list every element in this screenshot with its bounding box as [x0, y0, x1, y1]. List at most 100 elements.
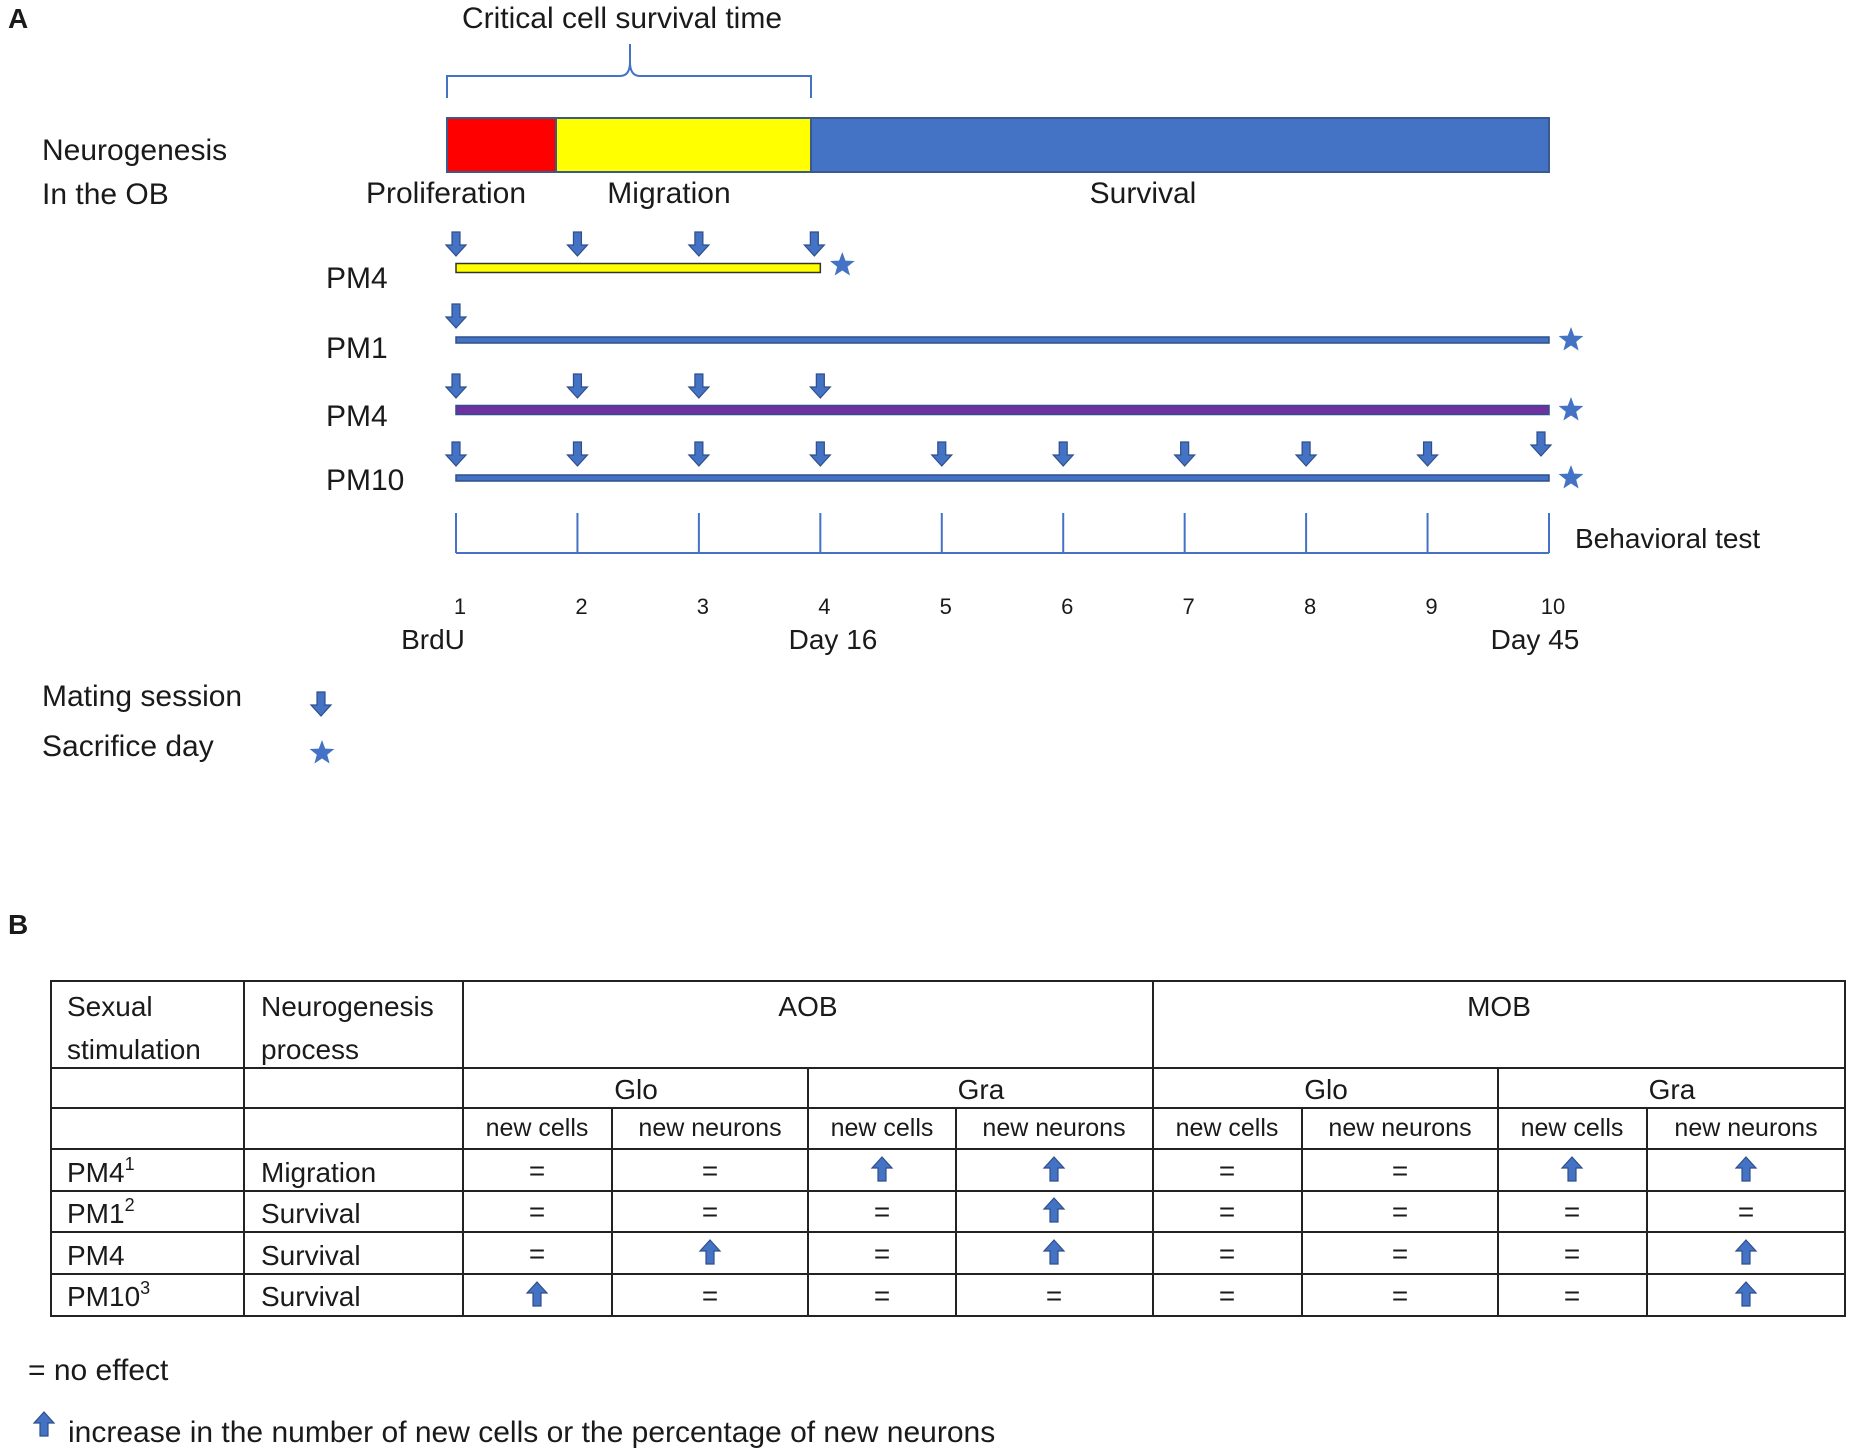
subheader-new-cells: new cells — [831, 1114, 934, 1142]
header-sexual-stimulation-1: Sexual — [67, 991, 153, 1022]
effects-table: Sexual stimulation Neurogenesis process … — [50, 980, 1846, 1317]
increase-arrow-icon — [525, 1281, 549, 1307]
mating-arrow-icon — [808, 373, 832, 399]
no-effect-sign: = — [702, 1196, 718, 1227]
subheader-new-cells: new cells — [1176, 1114, 1279, 1142]
increase-arrow-icon — [698, 1239, 722, 1265]
sacrifice-star-icon — [1558, 465, 1584, 489]
critical-time-bracket — [446, 44, 812, 98]
group-label-pm4-a: PM4 — [326, 262, 388, 295]
axis-tick-label: 2 — [575, 594, 587, 619]
header-mob-glo: Glo — [1304, 1074, 1348, 1105]
axis-tick-label: 4 — [818, 594, 830, 619]
row-group-pm4-survival: PM4 — [67, 1240, 125, 1271]
no-effect-sign: = — [874, 1280, 890, 1311]
mating-arrow-icon — [444, 373, 468, 399]
mating-arrow-icon — [1529, 431, 1553, 457]
no-effect-sign: = — [1564, 1196, 1580, 1227]
legend-increase: increase in the number of new cells or t… — [68, 1416, 995, 1449]
header-mob: MOB — [1467, 991, 1531, 1022]
sacrifice-star-icon — [1558, 327, 1584, 351]
increase-arrow-icon — [1734, 1281, 1758, 1307]
row-group-pm4-migration: PM41 — [67, 1154, 135, 1188]
timeline-line — [455, 474, 1550, 482]
row-group-name: PM1 — [67, 1198, 125, 1229]
no-effect-sign: = — [1219, 1196, 1235, 1227]
mating-arrow-icon — [687, 231, 711, 257]
row-group-pm1: PM12 — [67, 1195, 135, 1229]
no-effect-sign: = — [1392, 1155, 1408, 1186]
mating-arrow-icon — [444, 441, 468, 467]
row-group-footnote: 3 — [140, 1278, 150, 1298]
sacrifice-star-icon — [830, 252, 855, 276]
mating-arrow-icon — [930, 441, 954, 467]
phase-bar-survival — [810, 117, 1550, 173]
legend-mating-label: Mating session — [42, 680, 242, 713]
no-effect-sign: = — [1564, 1280, 1580, 1311]
no-effect-sign: = — [1219, 1238, 1235, 1269]
axis-tick-label: 8 — [1304, 594, 1316, 619]
phase-label-proliferation: Proliferation — [366, 177, 526, 210]
row-group-name: PM4 — [67, 1157, 125, 1188]
table-grid — [50, 980, 1846, 1317]
subheader-new-neurons: new neurons — [982, 1114, 1125, 1142]
mating-arrow-icon — [687, 441, 711, 467]
row-group-name: PM4 — [67, 1240, 125, 1271]
timeline-line — [455, 404, 1550, 416]
no-effect-sign: = — [702, 1280, 718, 1311]
increase-arrow-icon — [1042, 1197, 1066, 1223]
mating-arrow-icon — [1294, 441, 1318, 467]
mating-arrow-icon — [808, 441, 832, 467]
no-effect-sign: = — [1738, 1196, 1754, 1227]
row-process: Survival — [261, 1240, 361, 1271]
legend-increase-icon — [32, 1411, 56, 1437]
phase-bar-proliferation — [446, 117, 557, 173]
mating-arrow-icon — [444, 303, 468, 329]
axis-tick-label: 5 — [940, 594, 952, 619]
mating-arrow-icon — [1051, 441, 1075, 467]
day45-label: Day 45 — [1491, 624, 1580, 655]
subheader-new-cells: new cells — [486, 1114, 589, 1142]
header-aob-gra: Gra — [958, 1074, 1005, 1105]
increase-arrow-icon — [1734, 1156, 1758, 1182]
group-label-pm4-b: PM4 — [326, 400, 388, 433]
no-effect-sign: = — [702, 1155, 718, 1186]
sacrifice-star-icon — [1558, 397, 1584, 421]
phase-label-migration: Migration — [607, 177, 730, 210]
axis-tick-label: 7 — [1183, 594, 1195, 619]
group-timelines — [444, 231, 1584, 489]
axis-tick-label: 9 — [1425, 594, 1437, 619]
no-effect-sign: = — [874, 1196, 890, 1227]
header-mob-gra: Gra — [1649, 1074, 1696, 1105]
axis-tick-label: 3 — [697, 594, 709, 619]
no-effect-sign: = — [529, 1155, 545, 1186]
legend-sacrifice-label: Sacrifice day — [42, 730, 214, 763]
legend-star-icon — [309, 740, 335, 764]
increase-arrow-icon — [1560, 1156, 1584, 1182]
day16-label: Day 16 — [789, 624, 878, 655]
timeline-line — [455, 262, 822, 274]
panel-a-label: A — [8, 3, 28, 34]
increase-arrow-icon — [1734, 1239, 1758, 1265]
header-sexual-stimulation-2: stimulation — [67, 1034, 201, 1065]
no-effect-sign: = — [874, 1238, 890, 1269]
day-axis: 1 2 3 4 5 6 7 8 9 10 — [454, 513, 1565, 619]
row-group-footnote: 2 — [125, 1195, 135, 1215]
mating-arrow-icon — [687, 373, 711, 399]
mating-arrow-icon — [444, 231, 468, 257]
group-label-pm1: PM1 — [326, 332, 388, 365]
legend-increase-icon-wrap — [32, 1411, 56, 1437]
phase-bar-migration — [555, 117, 812, 173]
subheader-new-neurons: new neurons — [1328, 1114, 1471, 1142]
increase-arrow-icon — [870, 1156, 894, 1182]
mating-arrow-icon — [566, 441, 589, 467]
header-neurogenesis-process-1: Neurogenesis — [261, 991, 434, 1022]
no-effect-sign: = — [529, 1196, 545, 1227]
row-process: Survival — [261, 1281, 361, 1312]
legend-icons — [309, 691, 335, 764]
row-process: Survival — [261, 1198, 361, 1229]
mating-arrow-icon — [1416, 441, 1439, 467]
legend-no-effect: = no effect — [28, 1354, 169, 1387]
neurogenesis-label-line1: Neurogenesis — [42, 134, 227, 167]
axis-tick-label: 10 — [1541, 594, 1565, 619]
